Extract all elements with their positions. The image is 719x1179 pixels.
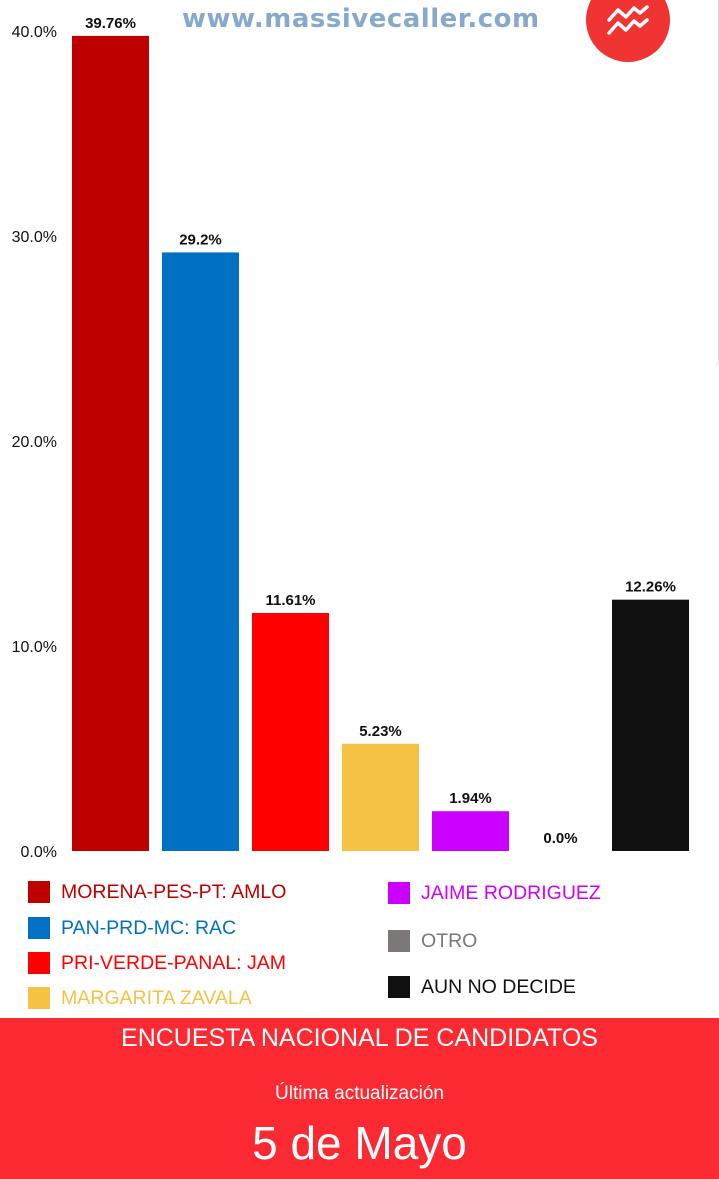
bar-value-label: 0.0% <box>543 830 577 847</box>
legend-label: AUN NO DECIDE <box>421 975 576 998</box>
y-tick-label: 30.0% <box>12 229 57 246</box>
legend-swatch <box>28 987 50 1009</box>
legend-label: OTRO <box>421 929 478 952</box>
bar-value-label: 12.26% <box>625 579 676 596</box>
legend-item[interactable]: MARGARITA ZAVALA <box>28 986 252 1010</box>
legend-swatch <box>28 881 50 903</box>
bar-value-label: 1.94% <box>449 790 492 807</box>
bar-value-label: 39.76% <box>85 15 136 32</box>
bar-value-label: 11.61% <box>265 592 315 609</box>
legend-swatch <box>28 917 50 939</box>
legend-label: PAN-PRD-MC: RAC <box>61 916 237 939</box>
y-tick-label: 40.0% <box>12 24 57 41</box>
y-tick-label: 0.0% <box>21 844 57 861</box>
bar-value-label: 5.23% <box>359 723 402 740</box>
trend-lines-icon <box>607 5 649 35</box>
legend-swatch <box>388 976 410 998</box>
legend-label: JAIME RODRIGUEZ <box>421 881 601 904</box>
legend-item[interactable]: PAN-PRD-MC: RAC <box>28 916 236 940</box>
bar-chart: 0.0% 10.0% 20.0% 30.0% 40.0% 39.76% 29.2% 11.61… <box>12 15 689 861</box>
legend-label: MORENA-PES-PT: AMLO <box>61 880 287 903</box>
legend-label: MARGARITA ZAVALA <box>61 986 252 1009</box>
legend-label: PRI-VERDE-PANAL: JAM <box>61 951 287 974</box>
last-updated-date: 5 de Mayo <box>252 1117 467 1169</box>
legend-item[interactable]: MORENA-PES-PT: AMLO <box>28 880 286 904</box>
website-url[interactable]: www.massivecaller.com <box>182 4 540 34</box>
legend-item[interactable]: PRI-VERDE-PANAL: JAM <box>28 951 286 975</box>
bar[interactable] <box>432 811 509 851</box>
bar[interactable] <box>612 599 689 851</box>
legend-item[interactable]: JAIME RODRIGUEZ <box>388 881 601 905</box>
y-tick-label: 20.0% <box>12 434 57 451</box>
legend-item[interactable]: AUN NO DECIDE <box>388 975 576 999</box>
legend-swatch <box>28 952 50 974</box>
bar[interactable] <box>252 612 329 851</box>
bar-value-label: 29.2% <box>179 231 222 248</box>
legend-item[interactable]: OTRO <box>388 929 477 953</box>
footer-title: ENCUESTA NACIONAL DE CANDIDATOS <box>121 1024 598 1052</box>
y-tick-label: 10.0% <box>12 639 57 656</box>
legend-swatch <box>388 882 410 904</box>
legend-swatch <box>388 930 410 952</box>
last-updated-label: Última actualización <box>275 1083 444 1104</box>
bar[interactable] <box>342 743 419 851</box>
bar[interactable] <box>162 252 239 851</box>
bar[interactable] <box>72 35 149 852</box>
footer-banner: ENCUESTA NACIONAL DE CANDIDATOS Última a… <box>0 1018 719 1179</box>
